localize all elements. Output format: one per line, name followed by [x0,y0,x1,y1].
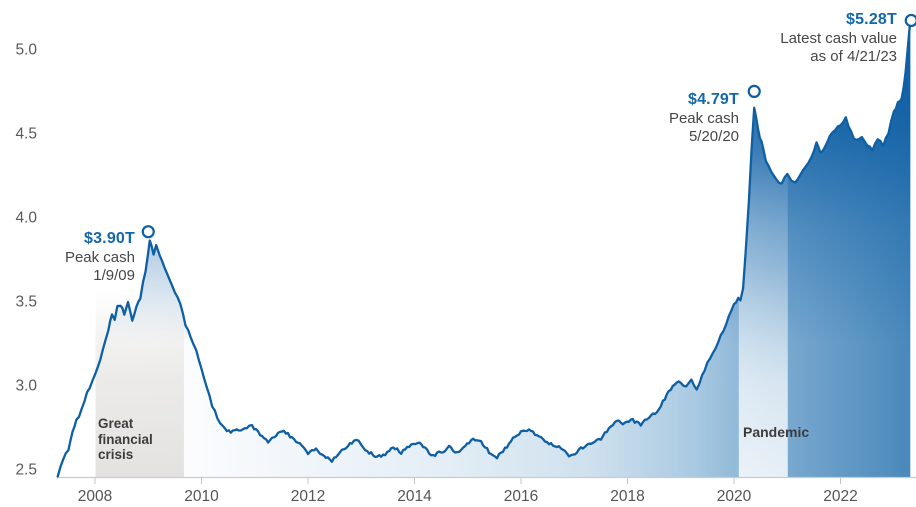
x-tick-label-2012: 2012 [291,488,325,505]
annotation-latest-value: $5.28T Latest cash value as of 4/21/23 [700,11,897,67]
annotation-peak-2009-date: 1/9/09 [93,267,135,284]
cash-value-line [56,19,912,478]
x-tick-label-2018: 2018 [610,488,644,505]
marker-circle-0 [141,225,155,239]
marker-circle-1 [747,84,761,99]
annotation-peak-2020: $4.79T Peak cash 5/20/20 [600,91,739,147]
x-tick-label-2010: 2010 [184,488,219,505]
annotation-peak-2009-caption: Peak cash [64,248,135,266]
annotation-peak-2009: $3.90T Peak cash 1/9/09 [20,230,135,286]
annotation-peak-2009-value: $3.90T [83,230,135,247]
annotation-peak-2020-date: 5/20/20 [688,128,739,145]
y-tick-label-5.0: 5.0 [15,42,37,59]
annotation-latest-value-date: as of 4/21/23 [810,48,897,65]
pandemic-region-label: Pandemic [743,424,810,440]
annotation-peak-2020-caption: Peak cash [668,109,739,127]
x-tick-label-2022: 2022 [823,488,857,505]
y-tick-label-3.0: 3.0 [15,378,37,395]
annotation-peak-2020-value: $4.79T [687,91,739,108]
annotation-latest-value-amount: $5.28T [845,11,897,28]
x-tick-label-2016: 2016 [504,488,538,505]
x-tick-label-2020: 2020 [717,488,752,505]
y-tick-label-4.5: 4.5 [15,126,37,143]
pandemic-region-band [738,60,788,478]
x-tick-label-2014: 2014 [397,488,432,505]
annotation-latest-value-caption: Latest cash value [780,29,897,47]
y-tick-label-3.5: 3.5 [15,294,37,311]
marker-circle-2 [904,13,916,28]
y-tick-label-2.5: 2.5 [15,462,37,479]
gfc-region-label: Great financial crisis [98,416,153,462]
x-tick-label-2008: 2008 [78,488,112,505]
y-tick-label-4.0: 4.0 [15,210,37,227]
